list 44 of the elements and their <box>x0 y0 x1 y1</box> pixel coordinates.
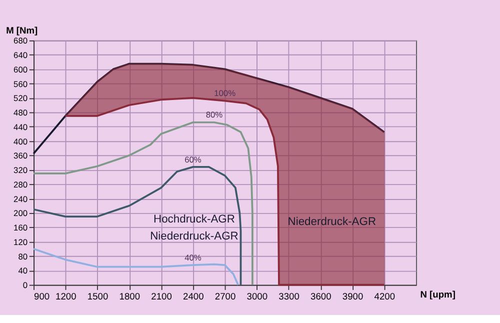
y-tick-label: 240 <box>14 194 28 204</box>
line-series <box>32 248 240 286</box>
line-series <box>32 121 254 286</box>
y-tick-label: 520 <box>14 93 28 104</box>
y-tick-label: 480 <box>14 108 28 118</box>
y-tick-label: 120 <box>14 236 28 247</box>
x-tick-label: 3900 <box>342 291 364 302</box>
annotation: Hochdruck-AGR <box>153 214 235 226</box>
x-tick-label: 1800 <box>119 291 140 302</box>
annotation: Niederdruck-AGR <box>150 230 238 243</box>
x-tick-label: 3300 <box>278 291 300 302</box>
y-axis-title: M [Nm] <box>6 25 38 36</box>
annotation: 80% <box>206 110 224 120</box>
x-tick-label: 3000 <box>246 291 268 302</box>
y-tick-label: 0 <box>22 280 28 290</box>
x-tick-label: 2400 <box>183 291 204 302</box>
x-tick-label: 1500 <box>87 291 108 302</box>
annotation: 100% <box>214 88 236 98</box>
y-tick-label: 160 <box>14 222 28 233</box>
y-tick-label: 360 <box>14 150 28 161</box>
y-tick-label: 560 <box>14 78 28 89</box>
annotation: Niederdruck-AGR <box>288 216 376 228</box>
annotation: 60% <box>184 154 202 164</box>
y-tick-label: 440 <box>14 122 28 132</box>
x-tick-label: 1200 <box>56 291 76 302</box>
x-tick-label: 900 <box>34 291 50 302</box>
x-axis-title: N [upm] <box>420 289 456 300</box>
y-tick-label: 80 <box>18 251 28 262</box>
y-tick-label: 320 <box>14 165 28 176</box>
y-tick-label: 280 <box>14 179 28 190</box>
x-tick-label: 2700 <box>214 291 236 302</box>
y-tick-label: 200 <box>14 208 28 218</box>
x-tick-label: 2100 <box>151 291 172 302</box>
y-tick-label: 600 <box>14 64 28 74</box>
y-tick-label: 640 <box>14 50 28 60</box>
annotation: 40% <box>184 252 202 262</box>
y-tick-label: 400 <box>14 136 28 146</box>
y-tick-label: 680 <box>14 36 28 46</box>
line-series <box>64 97 386 286</box>
line-series <box>32 62 386 155</box>
y-tick-label: 40 <box>18 266 28 276</box>
x-tick-label: 4200 <box>374 291 395 302</box>
x-tick-label: 3600 <box>310 291 332 302</box>
line-series <box>32 166 242 286</box>
